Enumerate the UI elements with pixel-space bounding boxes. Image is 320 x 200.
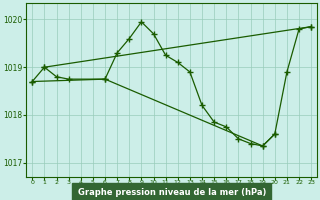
X-axis label: Graphe pression niveau de la mer (hPa): Graphe pression niveau de la mer (hPa) (77, 188, 266, 197)
